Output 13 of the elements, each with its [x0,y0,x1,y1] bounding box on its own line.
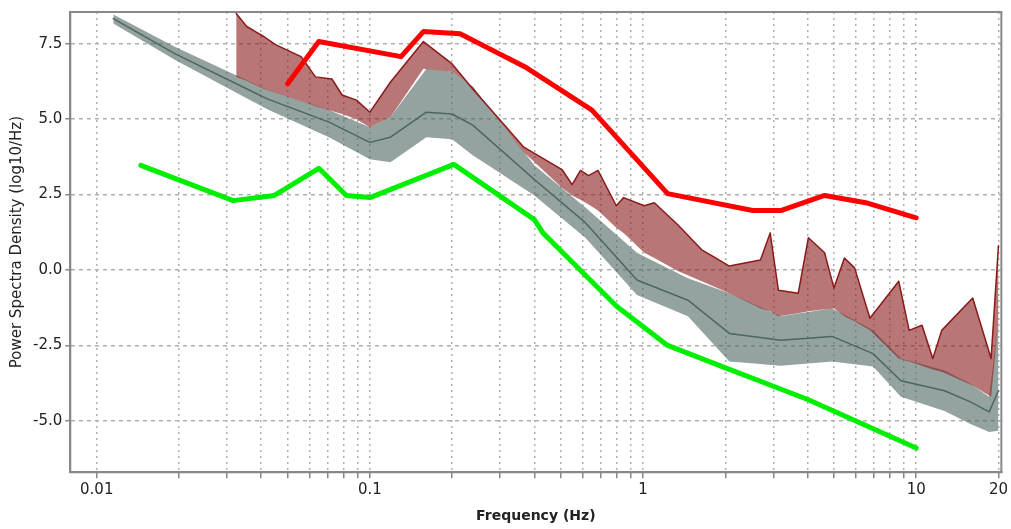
y-tick-label: 5.0 [38,109,63,128]
x-axis-title: Frequency (Hz) [476,507,596,524]
x-tick-label: 1 [638,480,648,499]
y-tick-label: -5.0 [32,410,63,429]
y-axis-title: Power Spectra Density (log10/Hz) [6,115,25,369]
x-tick-label: 0.1 [357,480,382,499]
y-tick-label: 2.5 [38,184,63,203]
y-tick-label: 0.0 [38,259,63,278]
x-tick-label: 0.01 [80,480,114,499]
y-tick-label: 7.5 [38,33,63,52]
x-tick-label: 10 [906,480,926,499]
x-tick-label: 20 [988,480,1008,499]
y-tick-label: -2.5 [32,335,63,354]
